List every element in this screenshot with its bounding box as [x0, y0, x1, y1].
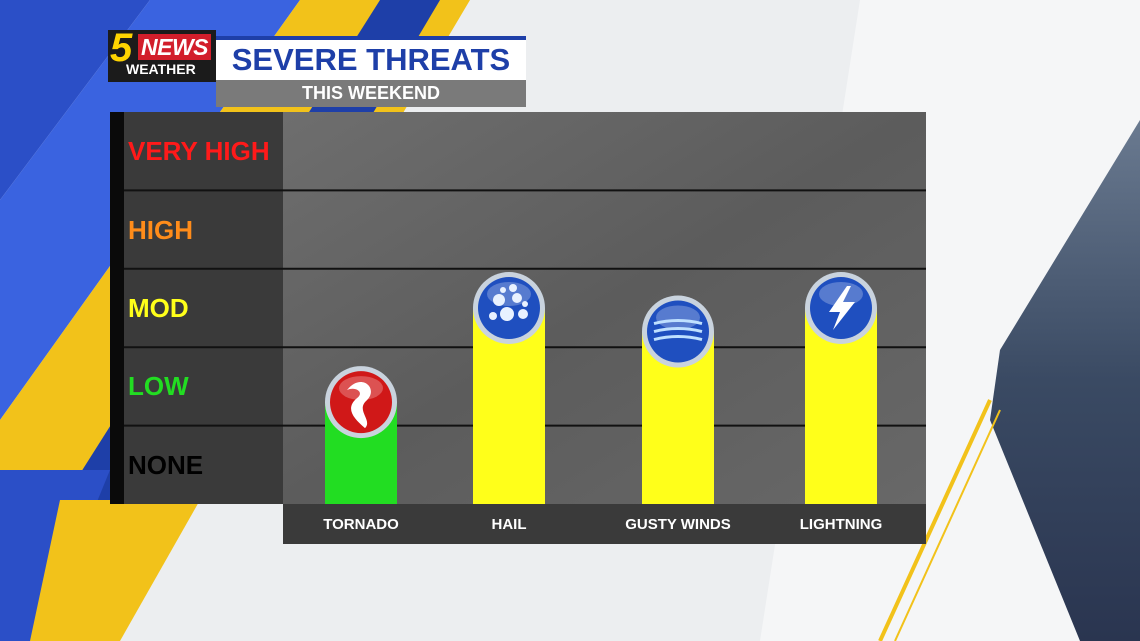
hail-icon: [473, 272, 545, 344]
chart-title: SEVERE THREATS: [231, 42, 511, 77]
station-logo: 5 NEWS WEATHER: [108, 26, 216, 82]
logo-weather: WEATHER: [126, 61, 196, 77]
tornado-icon: [325, 366, 397, 439]
x-category-label: HAIL: [491, 516, 527, 533]
chart-subtitle: THIS WEEKEND: [301, 83, 440, 103]
lightning-icon: [805, 272, 877, 344]
title-box: SEVERE THREATS: [216, 36, 526, 80]
wind-icon: [642, 295, 714, 368]
x-category-label: GUSTY WINDS: [625, 516, 731, 533]
logo-number: 5: [110, 26, 133, 70]
y-level-label: VERY HIGH: [128, 136, 270, 167]
logo-news: NEWS: [138, 34, 211, 60]
y-level-label: HIGH: [128, 214, 193, 245]
y-level-label: LOW: [128, 371, 189, 402]
x-category-label: TORNADO: [323, 516, 399, 533]
subtitle-box: THIS WEEKEND: [216, 80, 526, 107]
y-level-label: NONE: [128, 449, 204, 480]
x-category-label: LIGHTNING: [799, 516, 883, 533]
y-level-label: MOD: [128, 293, 189, 323]
